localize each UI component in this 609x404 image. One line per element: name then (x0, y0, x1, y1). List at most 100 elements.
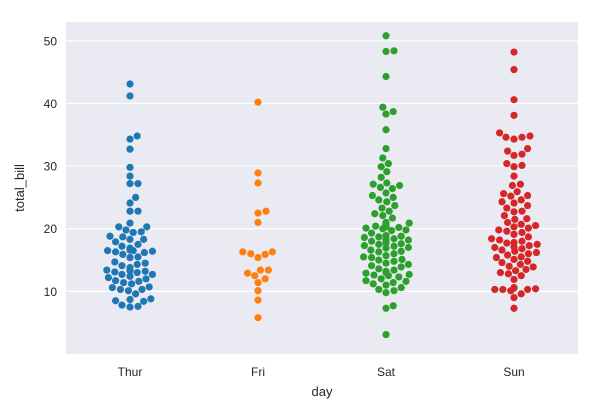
data-point (126, 295, 134, 304)
data-point (262, 207, 270, 215)
data-point (504, 251, 512, 259)
data-point (112, 297, 120, 305)
data-point (503, 227, 511, 235)
data-point (377, 163, 385, 171)
data-point (254, 314, 262, 322)
data-point (510, 284, 518, 292)
data-point (104, 273, 112, 282)
data-point (128, 280, 136, 288)
data-point (498, 246, 506, 254)
data-point (254, 296, 262, 304)
data-point (369, 180, 377, 188)
data-point (524, 191, 532, 200)
data-point (375, 240, 383, 248)
data-point (513, 188, 521, 196)
data-point (404, 260, 412, 269)
data-point (368, 253, 376, 262)
data-point (132, 193, 140, 201)
data-point (370, 271, 378, 279)
data-point (510, 255, 518, 264)
data-point (524, 285, 532, 294)
data-point (148, 270, 156, 279)
data-point (402, 226, 410, 234)
data-point (135, 277, 143, 285)
data-point (405, 219, 413, 227)
data-point (524, 257, 532, 265)
data-point (119, 233, 127, 241)
data-point (112, 248, 120, 256)
data-point (505, 262, 513, 270)
data-point (133, 260, 141, 269)
data-point (388, 214, 396, 222)
data-point (244, 269, 252, 277)
data-point (132, 290, 140, 298)
x-tick-label: Fri (251, 365, 265, 379)
data-point (142, 275, 150, 283)
data-point (510, 223, 518, 231)
data-point (404, 243, 412, 252)
data-point (254, 179, 262, 187)
data-point (254, 287, 262, 295)
y-tick-label: 10 (44, 285, 58, 299)
data-point (372, 222, 380, 230)
data-point (360, 253, 368, 261)
data-point (112, 238, 120, 246)
y-tick-label: 50 (44, 34, 58, 48)
data-point (147, 295, 155, 303)
data-point (516, 180, 525, 188)
x-tick-label: Sat (377, 365, 396, 379)
data-point (398, 255, 406, 264)
data-point (378, 204, 386, 212)
data-point (111, 258, 119, 266)
data-point (510, 163, 518, 171)
data-point (388, 185, 396, 193)
data-point (499, 285, 507, 294)
data-point (390, 242, 398, 250)
data-point (120, 278, 128, 287)
data-point (106, 232, 114, 240)
data-point (116, 285, 124, 294)
data-point (126, 199, 134, 207)
data-point (104, 247, 112, 255)
data-point (510, 199, 518, 207)
data-point (498, 198, 506, 206)
data-point (510, 151, 518, 160)
data-point (390, 266, 398, 274)
data-point (254, 218, 262, 227)
data-point (488, 235, 496, 243)
data-point (382, 281, 390, 289)
data-points (103, 32, 541, 339)
x-tick-labels: Thur Fri Sat Sun (118, 365, 525, 379)
data-point (108, 284, 116, 292)
data-point (111, 268, 119, 276)
data-point (390, 257, 398, 265)
data-point (532, 285, 540, 293)
data-point (504, 270, 512, 278)
data-point (382, 267, 390, 275)
data-point (503, 204, 511, 212)
data-point (133, 132, 141, 140)
data-point (391, 201, 399, 210)
data-point (504, 218, 512, 227)
data-point (251, 272, 259, 280)
data-point (261, 275, 269, 283)
data-point (362, 277, 370, 285)
data-point (375, 285, 383, 294)
data-point (510, 275, 518, 284)
data-point (382, 218, 390, 227)
data-point (118, 262, 126, 270)
data-point (368, 229, 376, 237)
data-point (500, 211, 508, 220)
data-point (389, 278, 397, 287)
y-tick-labels: 10 20 30 40 50 (44, 34, 58, 299)
data-point (405, 270, 413, 279)
data-point (133, 268, 141, 277)
data-point (524, 250, 533, 258)
data-point (404, 236, 412, 244)
data-point (382, 189, 390, 197)
data-point (522, 265, 530, 274)
data-point (119, 250, 127, 258)
data-point (510, 238, 518, 247)
data-point (126, 253, 134, 262)
